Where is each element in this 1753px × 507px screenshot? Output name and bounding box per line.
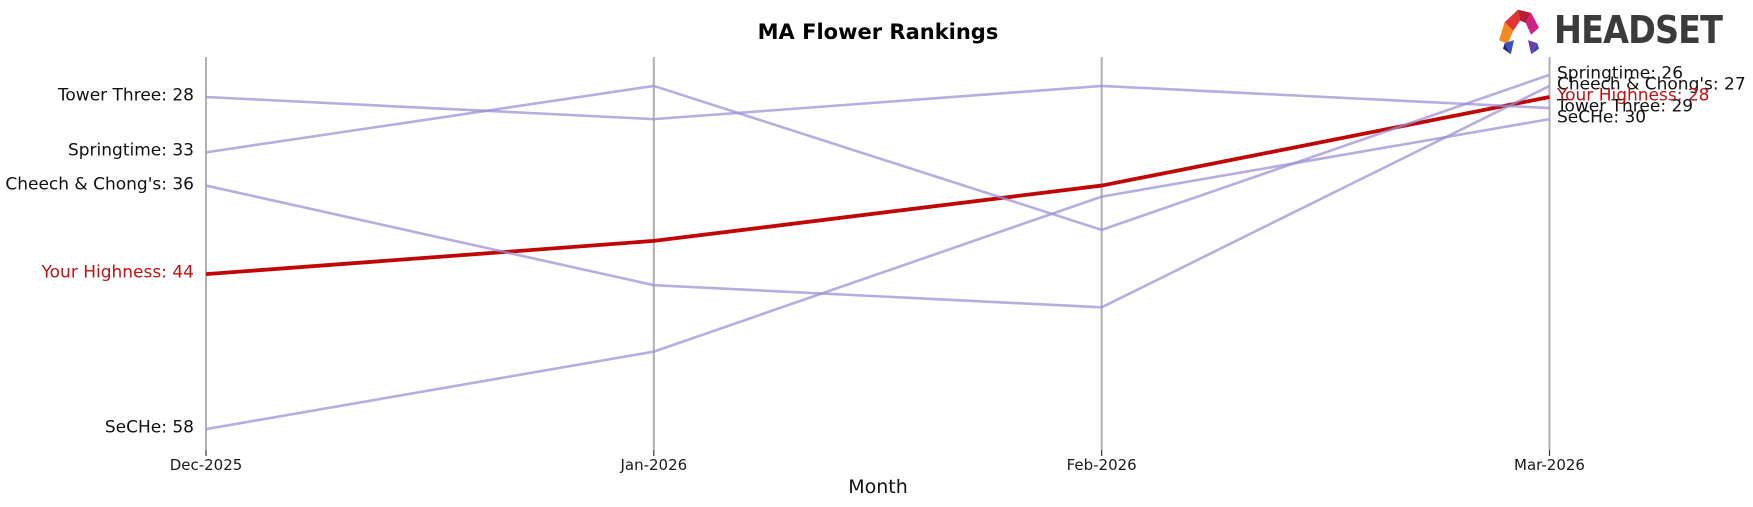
headset-logo-icon <box>1499 9 1539 55</box>
series-end-label: Tower Three: 29 <box>1557 96 1694 117</box>
x-axis-title: Month <box>848 476 908 498</box>
series-line-springtime <box>205 73 1550 232</box>
series-lines <box>205 73 1551 431</box>
series-start-label: Cheech & Chong's: 36 <box>5 173 194 194</box>
series-start-label: Tower Three: 28 <box>57 85 194 106</box>
headset-logo-text: HEADSET <box>1554 8 1723 52</box>
x-tick-label: Feb-2026 <box>1066 456 1137 474</box>
x-tick-label: Dec-2025 <box>169 456 243 474</box>
headset-logo: HEADSET <box>1494 5 1745 55</box>
axis-ticks <box>205 450 1551 456</box>
vertical-gridlines <box>205 57 1551 450</box>
series-end-label: SeCHe: 30 <box>1557 107 1647 128</box>
x-tick-label: Jan-2026 <box>620 456 688 474</box>
series-end-label: Cheech & Chong's: 27 <box>1557 74 1746 95</box>
chart-title: MA Flower Rankings <box>757 20 999 44</box>
series-end-label: Springtime: 26 <box>1557 63 1684 84</box>
series-start-label: Springtime: 33 <box>67 140 194 161</box>
series-line-cheech-chong-s <box>205 84 1551 309</box>
series-line-seche <box>205 117 1550 431</box>
x-tick-label: Mar-2026 <box>1514 456 1585 474</box>
series-end-label: Your Highness: 28 <box>1557 85 1710 106</box>
series-line-tower-three <box>205 84 1550 121</box>
series-line-your-highness <box>205 95 1550 277</box>
series-start-label: Your Highness: 44 <box>41 262 194 283</box>
series-start-label: SeCHe: 58 <box>104 417 194 438</box>
